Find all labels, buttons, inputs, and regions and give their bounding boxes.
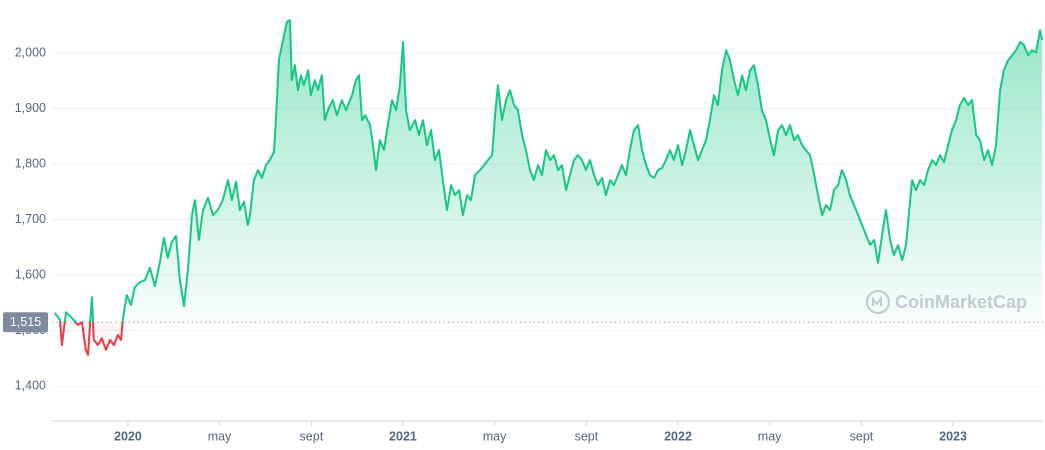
watermark: CoinMarketCap (865, 289, 1027, 315)
watermark-text: CoinMarketCap (895, 292, 1027, 312)
x-tick-label: 2023 (939, 429, 967, 443)
reference-badge-box (3, 312, 48, 333)
x-tick-label: may (208, 429, 232, 443)
reference-badge: 1,515 (3, 312, 48, 333)
x-tick-label: 2021 (389, 429, 417, 443)
y-tick-label: 1,700 (15, 212, 46, 226)
area (54, 20, 1043, 355)
y-tick-label: 1,600 (15, 267, 46, 281)
y-tick-label: 1,400 (15, 378, 46, 392)
x-tick-label: 2022 (664, 429, 692, 443)
axes: 1,4001,5001,6001,7001,8001,9002,0002020m… (15, 45, 1043, 443)
x-tick-label: sept (300, 429, 324, 443)
x-tick-label: may (483, 429, 507, 443)
price-line (53, 19, 1044, 356)
watermark-logo-mark (872, 294, 882, 306)
reference-badge-label: 1,515 (10, 315, 41, 329)
y-tick-label: 2,000 (15, 45, 46, 59)
x-tick-label: 2020 (114, 429, 142, 443)
line-layer (52, 19, 1044, 356)
y-tick-label: 1,900 (15, 101, 46, 115)
watermark-logo (865, 289, 891, 315)
x-tick-label: sept (850, 429, 874, 443)
area-layer (54, 20, 1043, 355)
x-tick-label: sept (575, 429, 599, 443)
y-tick-label: 1,800 (15, 156, 46, 170)
x-tick-label: may (758, 429, 782, 443)
